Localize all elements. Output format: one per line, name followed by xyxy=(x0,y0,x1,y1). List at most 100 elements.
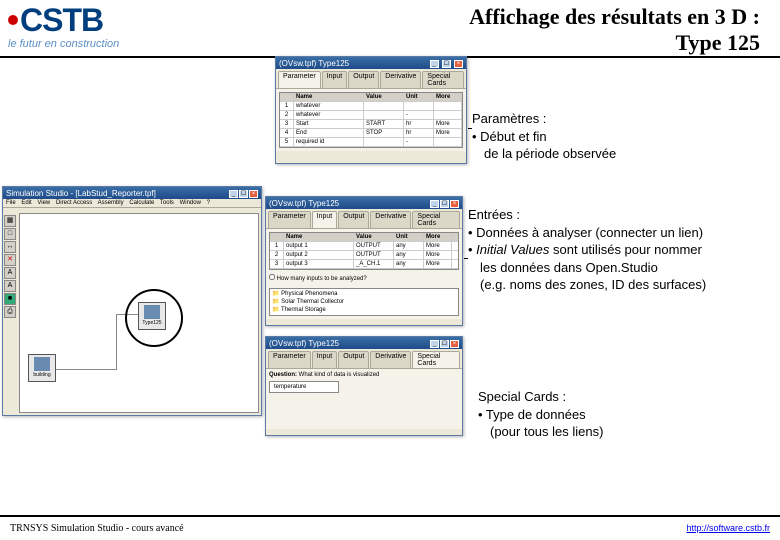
titlebar-studio[interactable]: Simulation Studio - [LabStud_Reporter.tp… xyxy=(3,187,261,199)
table-row[interactable]: 3 Start START hr More xyxy=(280,120,462,129)
panel-inputs: Name Value Unit More 1 output 1 OUTPUT a… xyxy=(266,229,462,319)
tab-special[interactable]: Special Cards xyxy=(422,71,464,88)
window-buttons: _ ☐ × xyxy=(429,58,463,68)
titlebar-inputs[interactable]: (OVsw.tpf) Type125 _☐× xyxy=(266,197,462,209)
tab-input[interactable]: Input xyxy=(312,351,338,368)
menu-window[interactable]: Window xyxy=(180,200,201,206)
table-row[interactable]: 2 output 2 OUTPUT any More xyxy=(270,251,458,260)
table-row[interactable]: 3 output 3 _A_CH.1 any More xyxy=(270,260,458,269)
maximize-icon[interactable]: ☐ xyxy=(239,190,248,198)
tab-parameter[interactable]: Parameter xyxy=(268,351,311,368)
close-icon[interactable]: × xyxy=(450,340,459,348)
component-building[interactable]: building xyxy=(28,354,56,382)
tree-node[interactable]: Physical Phenomena xyxy=(272,291,456,299)
minimize-icon[interactable]: _ xyxy=(430,340,439,348)
inputs-question: How many inputs to be analyzed? xyxy=(269,274,459,282)
studio-canvas[interactable]: building Type125 xyxy=(19,213,259,413)
inputs-count-checkbox[interactable] xyxy=(269,274,275,280)
tab-output[interactable]: Output xyxy=(338,211,369,228)
tool-icon[interactable]: □ xyxy=(4,228,16,240)
tab-derivative[interactable]: Derivative xyxy=(370,351,411,368)
logo-tagline: le futur en construction xyxy=(8,38,119,50)
tab-special[interactable]: Special Cards xyxy=(412,211,460,228)
table-row[interactable]: 1 output 1 OUTPUT any More xyxy=(270,242,458,251)
table-row[interactable]: 4 End STOP hr More xyxy=(280,129,462,138)
col-name: Name xyxy=(294,93,364,101)
content-area: (OVsw.tpf) Type125 _ ☐ × Parameter Input… xyxy=(0,58,780,498)
menu-view[interactable]: View xyxy=(37,200,50,206)
tab-input[interactable]: Input xyxy=(312,211,338,228)
panel-special: Question: What kind of data is visualize… xyxy=(266,369,462,429)
special-question: What kind of data is visualized xyxy=(299,372,380,378)
page-footer: TRNSYS Simulation Studio - cours avancé … xyxy=(0,515,780,534)
menu-file[interactable]: File xyxy=(6,200,16,206)
tab-derivative[interactable]: Derivative xyxy=(380,71,421,88)
inputs-question-label: How many inputs to be analyzed? xyxy=(277,276,367,282)
tab-input[interactable]: Input xyxy=(322,71,348,88)
close-icon[interactable]: × xyxy=(450,200,459,208)
tree-node[interactable]: Solar Thermal Collector xyxy=(272,299,456,307)
table-row[interactable]: 2 whatever - xyxy=(280,111,462,120)
window-simulation-studio: Simulation Studio - [LabStud_Reporter.tp… xyxy=(2,186,262,416)
close-icon[interactable]: × xyxy=(454,60,463,68)
tab-output[interactable]: Output xyxy=(348,71,379,88)
vertical-toolbar: ▦ □ ↔ ✕ A A ■ ⎙ xyxy=(4,215,18,318)
tool-icon[interactable]: ■ xyxy=(4,293,16,305)
menu-calculate[interactable]: Calculate xyxy=(129,200,154,206)
grid-inputs: Name Value Unit More 1 output 1 OUTPUT a… xyxy=(269,232,459,270)
maximize-icon[interactable]: ☐ xyxy=(440,340,449,348)
logo-dot-icon xyxy=(8,15,18,25)
tab-parameter[interactable]: Parameter xyxy=(268,211,311,228)
callout-bullet: • Données à analyser (connecter un lien) xyxy=(468,224,778,242)
table-row[interactable]: 1 whatever xyxy=(280,102,462,111)
menu-edit[interactable]: Edit xyxy=(21,200,31,206)
window-title: (OVsw.tpf) Type125 xyxy=(269,199,339,208)
tab-derivative[interactable]: Derivative xyxy=(370,211,411,228)
tool-icon[interactable]: ▦ xyxy=(4,215,16,227)
menubar: File Edit View Direct Access Assembly Ca… xyxy=(3,199,261,208)
tool-icon[interactable]: ✕ xyxy=(4,254,16,266)
footer-link[interactable]: http://software.cstb.fr xyxy=(686,523,770,533)
minimize-icon[interactable]: _ xyxy=(430,200,439,208)
menu-assembly[interactable]: Assembly xyxy=(98,200,124,206)
grid-header: Name Value Unit More xyxy=(280,93,462,102)
tool-icon[interactable]: ⎙ xyxy=(4,306,16,318)
callout-parameters: Paramètres : • Début et fin de la périod… xyxy=(472,110,772,163)
library-tree[interactable]: Physical Phenomena Solar Thermal Collect… xyxy=(269,288,459,316)
col-num xyxy=(280,93,294,101)
minimize-icon[interactable]: _ xyxy=(430,60,439,68)
menu-help[interactable]: ? xyxy=(207,200,210,206)
tab-special[interactable]: Special Cards xyxy=(412,351,460,368)
maximize-icon[interactable]: ☐ xyxy=(442,60,451,68)
close-icon[interactable]: × xyxy=(249,190,258,198)
page-header: CSTB le futur en construction Affichage … xyxy=(0,0,780,58)
grid-header: Name Value Unit More xyxy=(270,233,458,242)
minimize-icon[interactable]: _ xyxy=(229,190,238,198)
logo-text: CSTB xyxy=(20,4,103,36)
tab-parameter[interactable]: Parameter xyxy=(278,71,321,88)
table-row[interactable]: 5 required id - xyxy=(280,138,462,147)
callout-inputs: Entrées : • Données à analyser (connecte… xyxy=(468,206,778,294)
tree-node[interactable]: Thermal Storage xyxy=(272,307,456,315)
window-title: (OVsw.tpf) Type125 xyxy=(269,339,339,348)
titlebar-special[interactable]: (OVsw.tpf) Type125 _☐× xyxy=(266,337,462,349)
title-line1: Affichage des résultats en 3 D : xyxy=(469,4,760,29)
callout-bullet: • Type de données xyxy=(478,406,768,424)
titlebar-params[interactable]: (OVsw.tpf) Type125 _ ☐ × xyxy=(276,57,466,69)
window-inputs: (OVsw.tpf) Type125 _☐× Parameter Input O… xyxy=(265,196,463,326)
col-value: Value xyxy=(364,93,404,101)
menu-directaccess[interactable]: Direct Access xyxy=(56,200,92,206)
tool-icon[interactable]: A xyxy=(4,280,16,292)
tool-icon[interactable]: A xyxy=(4,267,16,279)
grid-params: Name Value Unit More 1 whatever 2 whatev… xyxy=(279,92,463,148)
maximize-icon[interactable]: ☐ xyxy=(440,200,449,208)
panel-params: Name Value Unit More 1 whatever 2 whatev… xyxy=(276,89,466,151)
component-type125[interactable]: Type125 xyxy=(138,302,166,330)
tab-output[interactable]: Output xyxy=(338,351,369,368)
tool-icon[interactable]: ↔ xyxy=(4,241,16,253)
menu-tools[interactable]: Tools xyxy=(160,200,174,206)
tabs-special: Parameter Input Output Derivative Specia… xyxy=(266,349,462,369)
callout-bullet: • Initial Values sont utilisés pour nomm… xyxy=(468,241,778,259)
special-answer-field[interactable]: temperature xyxy=(269,381,339,393)
window-special-cards: (OVsw.tpf) Type125 _☐× Parameter Input O… xyxy=(265,336,463,436)
